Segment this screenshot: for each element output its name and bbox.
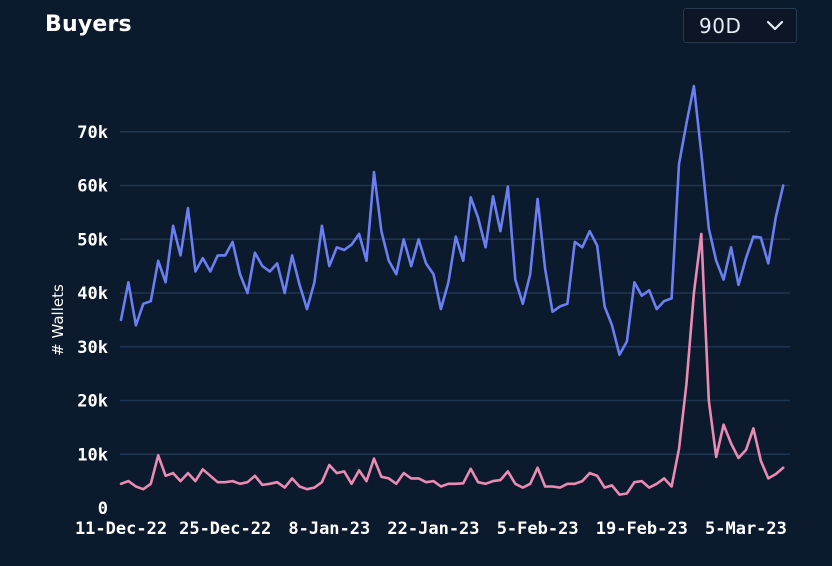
series-line-pink [119, 232, 785, 496]
x-axis-ticks: 11-Dec-22 25-Dec-22 8-Jan-23 22-Jan-23 5-Feb… [75, 519, 787, 539]
y-axis-label: # Wallets [49, 284, 67, 356]
series-line-blue [119, 84, 785, 357]
y-tick-label: 40k [77, 284, 108, 304]
page-title: Buyers [45, 12, 132, 37]
chevron-down-icon [765, 18, 785, 34]
grid-lines [120, 131, 790, 455]
x-tick-label: 22-Jan-23 [387, 519, 479, 539]
x-tick-label: 5-Mar-23 [705, 519, 787, 539]
x-tick-label: 25-Dec-22 [179, 519, 271, 539]
time-range-value: 90D [699, 14, 742, 38]
x-tick-label: 8-Jan-23 [288, 519, 370, 539]
y-tick-label: 20k [77, 392, 108, 412]
time-range-dropdown[interactable]: 90D [683, 8, 797, 43]
y-tick-label: 10k [77, 445, 108, 465]
y-tick-label: 70k [77, 123, 108, 143]
x-tick-label: 5-Feb-23 [497, 519, 579, 539]
y-axis-ticks: 0 10k 20k 30k 40k 50k 60k 70k [77, 123, 108, 519]
x-tick-label: 19-Feb-23 [596, 519, 688, 539]
y-tick-label: 60k [77, 177, 108, 197]
series-lines [119, 84, 785, 496]
y-tick-label: 30k [77, 338, 108, 358]
x-tick-label: 11-Dec-22 [75, 519, 167, 539]
y-tick-label: 0 [98, 499, 108, 519]
y-tick-label: 50k [77, 230, 108, 250]
